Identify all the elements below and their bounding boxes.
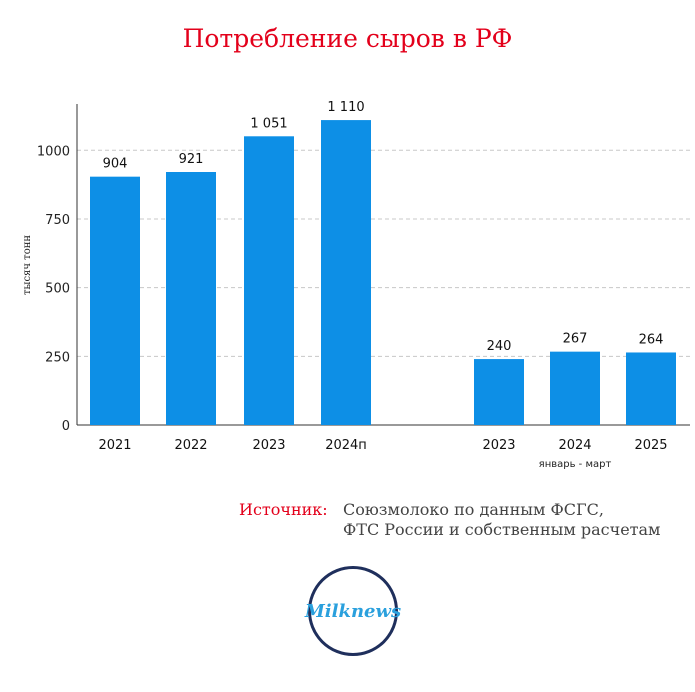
source-label: Источник: [239,500,328,519]
bar [550,351,600,425]
y-tick-label: 0 [62,419,70,434]
bar [90,176,140,425]
y-tick-label: 1000 [37,144,70,159]
y-tick-label: 500 [45,282,70,297]
bar-value-label: 240 [487,339,512,354]
source-text: Союзмолоко по данным ФСГС, ФТС России и … [343,500,661,540]
bar-chart: 0 250 500 750 1000 тысяч тонн 904 2021 921 2022 1 … [22,100,690,470]
x-tick-label: 2023 [482,438,515,453]
y-tick-label: 750 [45,213,70,228]
x-tick-label: 2022 [174,438,207,453]
logo-text: Milknews [304,600,402,622]
bar-value-label: 1 110 [327,100,364,115]
y-tick-label: 250 [45,350,70,365]
bar [626,352,676,425]
source-line-2: ФТС России и собственным расчетам [343,520,661,539]
bar-value-label: 264 [639,332,664,347]
x-tick-label: 2024 [558,438,591,453]
bar [244,136,294,426]
group-label: январь - март [539,459,612,470]
bar [474,359,524,425]
bar [321,120,371,425]
bar-value-label: 267 [563,332,588,347]
x-tick-label: 2025 [634,438,667,453]
x-tick-label: 2021 [98,438,131,453]
x-tick-label: 2023 [252,438,285,453]
bar [166,172,216,425]
milknews-logo: Milknews [304,566,402,656]
y-axis-label: тысяч тонн [22,235,33,295]
x-tick-label: 2024п [325,438,367,453]
source-line-1: Союзмолоко по данным ФСГС, [343,500,604,519]
bar-value-label: 904 [103,157,128,172]
chart-title: Потребление сыров в РФ [182,24,513,53]
bar-value-label: 1 051 [250,116,287,131]
bar-value-label: 921 [179,152,204,167]
